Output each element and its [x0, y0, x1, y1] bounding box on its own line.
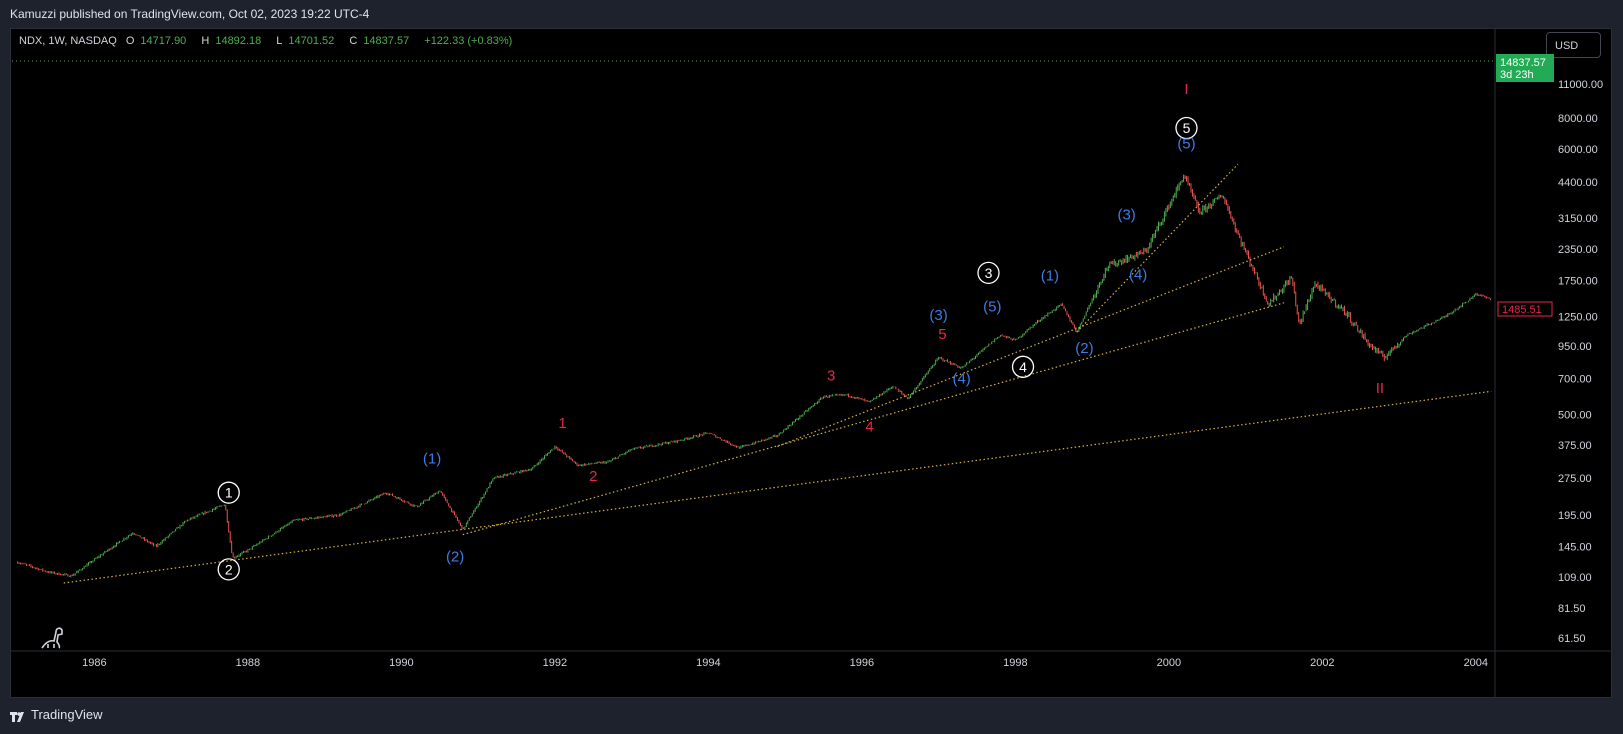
wave-label: 4: [865, 419, 873, 436]
y-tick-label: 700.00: [1558, 373, 1592, 385]
x-tick-label: 1990: [389, 657, 413, 669]
wave-label: (5): [1177, 136, 1195, 153]
wave-label: 3: [827, 367, 835, 384]
x-tick-label: 1996: [850, 657, 874, 669]
x-tick-label: 1992: [543, 657, 567, 669]
wave-label-circle: [1011, 355, 1035, 378]
publish-bar: Kamuzzi published on TradingView.com, Oc…: [0, 0, 1623, 28]
wave-label: 5: [1183, 120, 1191, 136]
change-value: +122.33 (+0.83%): [424, 35, 513, 47]
y-tick-label: 61.50: [1558, 633, 1586, 645]
wave-label: (4): [952, 370, 970, 387]
wave-label: (2): [1075, 340, 1093, 357]
low-value: L 14701.52: [276, 35, 335, 47]
open-value: O 14717.90: [125, 35, 187, 47]
y-tick-label: 145.00: [1558, 541, 1592, 553]
wave-label: 5: [938, 326, 946, 343]
y-tick-label: 375.00: [1558, 440, 1592, 452]
wave-label-circle: [217, 481, 240, 504]
y-tick-label: 109.00: [1558, 572, 1592, 584]
trendline[interactable]: [777, 246, 1285, 448]
wave-label: II: [1376, 380, 1384, 397]
wave-label: 1: [558, 415, 566, 432]
wave-label-circle: [217, 558, 240, 581]
y-tick-label: 1250.00: [1558, 311, 1598, 323]
chart-frame[interactable]: NDX, 1W, NASDAQ O 14717.90 H 14892.18 L 147…: [10, 28, 1612, 698]
y-tick-label: 81.50: [1558, 603, 1586, 615]
publish-info: Kamuzzi published on TradingView.com, Oc…: [10, 7, 370, 21]
wave-label: 4: [1019, 359, 1027, 375]
price-badge-value: 14837.57: [1500, 57, 1546, 69]
price-badge-countdown: 3d 23h: [1500, 69, 1534, 81]
x-tick-label: 2000: [1157, 657, 1181, 669]
dino-icon[interactable]: [41, 627, 63, 649]
wave-label: (3): [929, 307, 947, 324]
wave-label: (1): [1041, 268, 1059, 285]
y-tick-label: 11000.00: [1558, 79, 1603, 91]
wave-label-circle: [977, 261, 1000, 285]
footer-brand-label: TradingView: [31, 707, 103, 722]
y-tick-label: 2350.00: [1558, 244, 1598, 256]
symbol-legend: NDX, 1W, NASDAQ O 14717.90 H 14892.18 L 147…: [19, 35, 518, 47]
high-value: H 14892.18: [201, 35, 262, 47]
marker-price-value: 1485.51: [1502, 304, 1542, 316]
trendline[interactable]: [63, 390, 1492, 584]
y-tick-label: 1750.00: [1558, 276, 1598, 288]
wave-label: 2: [589, 468, 597, 485]
marker-price-badge: [1497, 301, 1553, 317]
x-tick-label: 2004: [1464, 657, 1488, 669]
currency-button[interactable]: USD: [1546, 32, 1601, 58]
wave-label-circle: [1175, 116, 1198, 140]
price-badge: [1496, 54, 1554, 82]
wave-label: (2): [446, 549, 464, 566]
x-tick-label: 1986: [82, 657, 106, 669]
trendline[interactable]: [1076, 163, 1239, 333]
x-tick-label: 2002: [1310, 657, 1334, 669]
y-tick-label: 6000.00: [1558, 144, 1598, 156]
y-tick-label: 950.00: [1558, 341, 1592, 353]
y-tick-label: 3150.00: [1558, 213, 1598, 225]
wave-label: (3): [1117, 206, 1135, 223]
footer-brand[interactable]: TradingView: [10, 707, 103, 722]
tradingview-logo-icon: [10, 710, 26, 722]
y-tick-label: 4400.00: [1558, 177, 1598, 189]
y-tick-label: 275.00: [1558, 473, 1592, 485]
x-tick-label: 1988: [236, 657, 260, 669]
x-tick-label: 1998: [1003, 657, 1027, 669]
y-tick-label: 500.00: [1558, 409, 1592, 421]
wave-label: 2: [225, 561, 233, 577]
wave-label: I: [1184, 81, 1188, 98]
wave-label: 1: [225, 485, 233, 501]
y-tick-label: 8000.00: [1558, 113, 1598, 125]
wave-label: (1): [423, 451, 441, 468]
symbol-label[interactable]: NDX, 1W, NASDAQ: [19, 35, 117, 47]
x-tick-label: 1994: [696, 657, 720, 669]
wave-label: (4): [1129, 267, 1147, 284]
wave-label: (5): [983, 299, 1001, 316]
wave-label: 3: [985, 265, 993, 281]
close-value: C 14837.57: [349, 35, 410, 47]
y-tick-label: 195.00: [1558, 510, 1592, 522]
